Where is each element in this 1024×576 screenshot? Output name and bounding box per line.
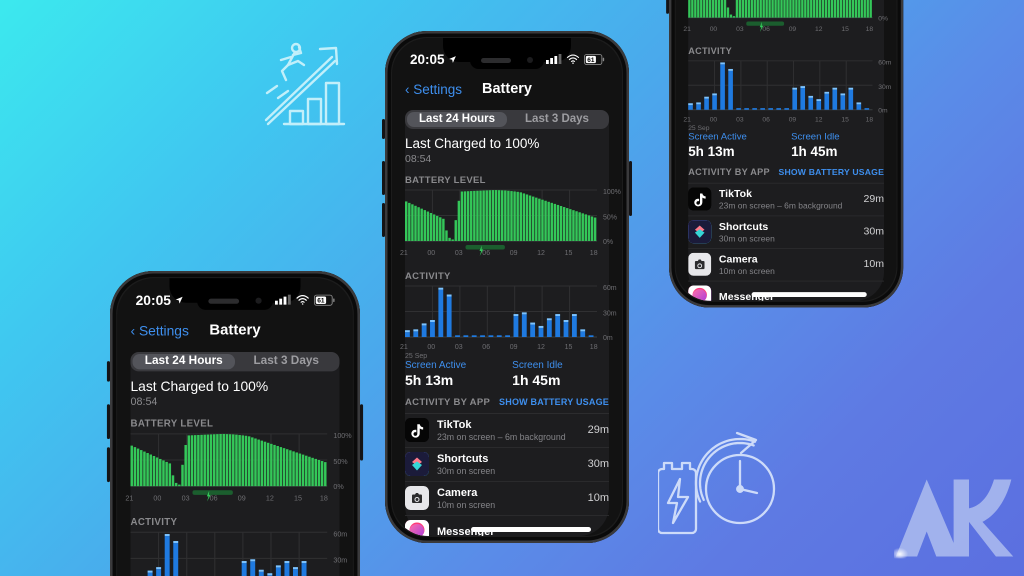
- svg-text:00: 00: [427, 250, 435, 257]
- svg-text:15: 15: [565, 250, 573, 257]
- svg-text:21: 21: [400, 344, 408, 351]
- svg-text:30m: 30m: [878, 84, 891, 91]
- svg-text:30m: 30m: [603, 311, 617, 318]
- svg-text:60m: 60m: [603, 285, 617, 292]
- svg-text:21: 21: [400, 250, 408, 257]
- svg-text:03: 03: [455, 344, 463, 351]
- svg-text:12: 12: [266, 494, 274, 502]
- svg-text:50%: 50%: [603, 215, 617, 222]
- svg-text:06: 06: [762, 116, 770, 123]
- svg-text:18: 18: [590, 250, 598, 257]
- svg-text:25 Sep: 25 Sep: [405, 353, 427, 360]
- svg-text:03: 03: [455, 250, 463, 257]
- svg-text:03: 03: [736, 26, 744, 33]
- svg-text:15: 15: [841, 116, 849, 123]
- svg-text:18: 18: [320, 494, 328, 502]
- svg-text:09: 09: [237, 494, 245, 502]
- svg-text:61: 61: [317, 297, 325, 304]
- svg-text:03: 03: [736, 116, 744, 123]
- svg-text:60m: 60m: [878, 59, 891, 66]
- svg-text:25 Sep: 25 Sep: [688, 124, 710, 131]
- svg-text:00: 00: [710, 116, 718, 123]
- svg-text:60m: 60m: [333, 530, 347, 538]
- svg-text:15: 15: [841, 26, 849, 33]
- svg-text:00: 00: [710, 26, 718, 33]
- svg-text:09: 09: [789, 116, 797, 123]
- svg-text:12: 12: [815, 116, 823, 123]
- svg-text:15: 15: [565, 344, 573, 351]
- svg-text:09: 09: [789, 26, 797, 33]
- svg-text:21: 21: [683, 26, 691, 33]
- svg-text:06: 06: [209, 494, 217, 502]
- svg-text:15: 15: [294, 494, 302, 502]
- svg-text:06: 06: [482, 250, 490, 257]
- svg-text:0m: 0m: [603, 335, 613, 342]
- svg-text:61: 61: [587, 56, 595, 63]
- svg-text:00: 00: [153, 494, 161, 502]
- svg-text:18: 18: [590, 344, 598, 351]
- svg-text:06: 06: [482, 344, 490, 351]
- svg-text:09: 09: [510, 344, 518, 351]
- svg-text:100%: 100%: [333, 432, 352, 440]
- svg-text:12: 12: [537, 344, 545, 351]
- svg-text:12: 12: [537, 250, 545, 257]
- svg-text:00: 00: [427, 344, 435, 351]
- svg-text:09: 09: [510, 250, 518, 257]
- svg-text:100%: 100%: [603, 189, 621, 196]
- svg-text:21: 21: [125, 494, 133, 502]
- svg-text:0m: 0m: [878, 107, 888, 114]
- svg-text:0%: 0%: [333, 483, 344, 491]
- svg-text:06: 06: [762, 26, 770, 33]
- svg-text:18: 18: [866, 26, 874, 33]
- svg-text:03: 03: [181, 494, 189, 502]
- svg-text:0%: 0%: [603, 239, 613, 246]
- svg-text:12: 12: [815, 26, 823, 33]
- svg-text:0%: 0%: [878, 15, 888, 22]
- svg-text:21: 21: [683, 116, 691, 123]
- svg-text:50%: 50%: [333, 458, 348, 466]
- svg-text:18: 18: [866, 116, 874, 123]
- svg-text:30m: 30m: [333, 556, 347, 564]
